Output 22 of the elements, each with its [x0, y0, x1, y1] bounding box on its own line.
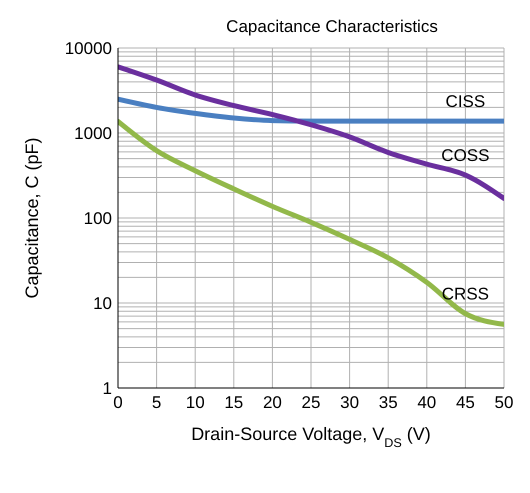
y-tick-label: 10 [93, 294, 112, 314]
x-tick-label: 45 [456, 393, 475, 412]
series-label: CISS [446, 92, 486, 112]
x-tick-label: 35 [378, 393, 398, 412]
y-tick-label: 100 [84, 209, 112, 228]
x-tick-label: 50 [494, 393, 514, 412]
series-label: COSS [441, 146, 490, 166]
y-tick-label: 1000 [74, 124, 112, 144]
x-tick-label: 25 [302, 393, 320, 412]
x-tick-label: 5 [152, 393, 162, 412]
y-axis-title: Capacitance, C (pF) [22, 137, 42, 299]
x-tick-label: 10 [186, 393, 205, 412]
x-tick-label: 30 [340, 393, 360, 412]
y-tick-label: 1 [102, 379, 112, 398]
y-tick-label: 10000 [64, 39, 112, 58]
x-tick-label: 15 [224, 393, 244, 412]
chart-title: Capacitance Characteristics [226, 17, 438, 36]
series-label: CRSS [442, 284, 490, 304]
x-tick-label: 0 [113, 393, 123, 412]
x-tick-label: 40 [417, 393, 436, 412]
x-axis-title: Drain-Source Voltage, V$_{DS}$ (V) [191, 424, 431, 450]
x-tick-label: 20 [262, 393, 282, 412]
